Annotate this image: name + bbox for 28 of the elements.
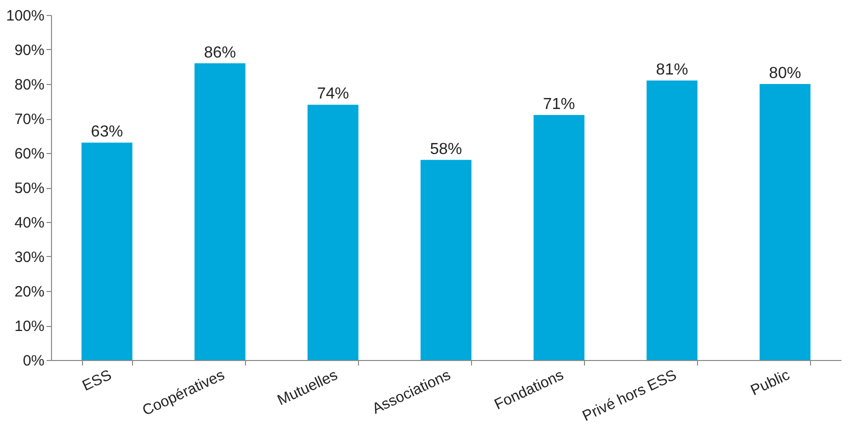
bar (534, 115, 584, 360)
data-label: 58% (430, 140, 462, 158)
bar (194, 63, 246, 360)
y-tick-label: 30% (14, 249, 44, 266)
data-label: 86% (204, 44, 236, 62)
data-label: 81% (656, 62, 688, 79)
y-tick-label: 60% (14, 146, 44, 162)
data-label: 80% (769, 65, 802, 82)
y-tick-label: 40% (14, 214, 44, 232)
x-tick-label: Privé hors ESS (580, 366, 680, 425)
y-tick-label: 50% (14, 180, 44, 197)
bar (308, 104, 358, 360)
y-tick-label: 70% (14, 111, 44, 128)
y-tick-label: 90% (14, 42, 44, 59)
y-tick-label: 100% (6, 8, 44, 24)
x-tick-label: Public (748, 366, 793, 400)
x-tick-label: ESS (80, 366, 114, 395)
bar (420, 160, 472, 360)
data-label: 74% (316, 86, 349, 103)
y-tick-label: 20% (14, 284, 44, 300)
bar (760, 84, 810, 360)
y-tick-label: 10% (14, 318, 44, 335)
y-tick-label: 80% (14, 76, 44, 94)
data-label: 71% (543, 96, 576, 114)
y-tick-label: 0% (22, 352, 44, 370)
bar (82, 142, 132, 360)
bar (646, 80, 698, 360)
data-label: 63% (90, 124, 123, 141)
